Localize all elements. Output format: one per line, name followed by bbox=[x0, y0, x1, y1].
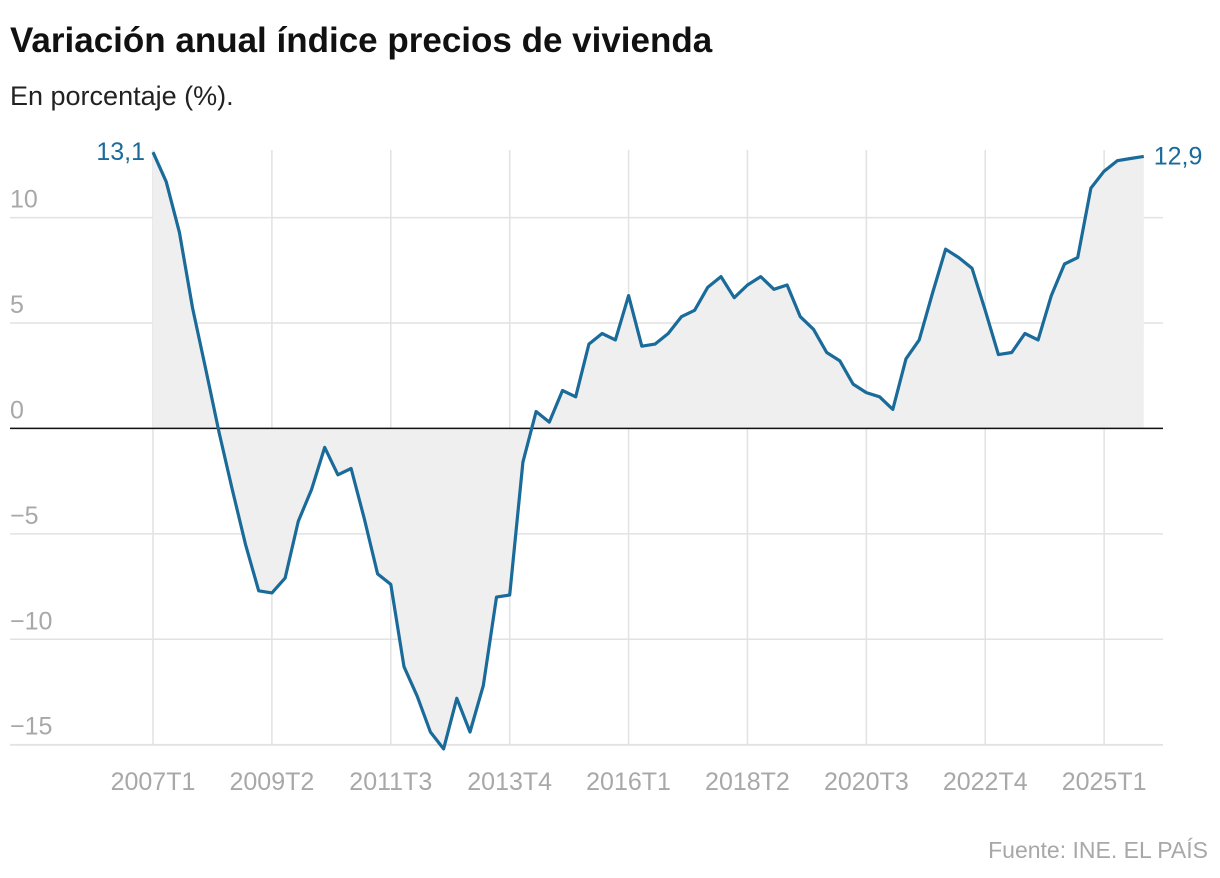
area bbox=[153, 152, 1144, 749]
x-tick-label: 2018T2 bbox=[705, 768, 790, 796]
chart-title: Variación anual índice precios de vivien… bbox=[10, 21, 713, 60]
chart-subtitle: En porcentaje (%). bbox=[10, 81, 234, 111]
x-tick-label: 2020T3 bbox=[824, 768, 909, 796]
y-tick-label: −15 bbox=[10, 713, 52, 741]
y-tick-label: −5 bbox=[10, 502, 39, 530]
x-tick-label: 2016T1 bbox=[586, 768, 671, 796]
x-tick-label: 2011T3 bbox=[349, 768, 432, 796]
x-tick-label: 2022T4 bbox=[943, 768, 1028, 796]
value-label: 12,9 bbox=[1154, 142, 1203, 170]
y-tick-label: 0 bbox=[10, 396, 24, 424]
line bbox=[151, 151, 1145, 751]
y-tick-label: −10 bbox=[10, 607, 52, 635]
y-tick-label: 5 bbox=[10, 291, 24, 319]
value-label: 13,1 bbox=[96, 138, 145, 166]
x-tick-label: 2013T4 bbox=[467, 768, 552, 796]
x-tick-label: 2025T1 bbox=[1062, 768, 1147, 796]
source: Fuente: INE. EL PAÍS bbox=[988, 837, 1208, 863]
x-tick-label: 2007T1 bbox=[111, 768, 196, 796]
y-tick-label: 10 bbox=[10, 186, 38, 214]
x-tick-label: 2009T2 bbox=[229, 768, 314, 796]
